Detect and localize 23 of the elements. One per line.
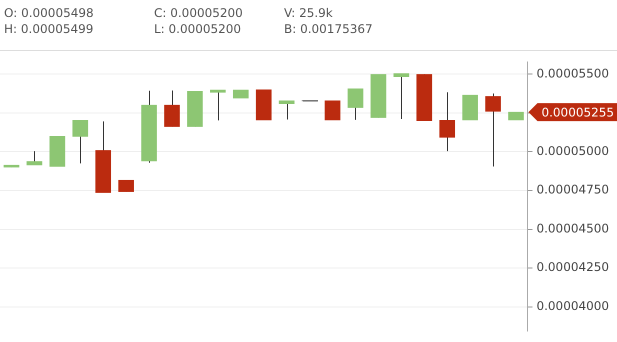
candlestick [394, 73, 410, 120]
candlestick [118, 180, 134, 192]
candlestick [324, 100, 340, 120]
candlestick [72, 120, 88, 164]
candlestick [164, 90, 180, 128]
text: B: 0.00175367 [284, 22, 373, 36]
y-tick-label: 0.00005000 [536, 144, 610, 158]
y-tick-label: 0.00004750 [536, 182, 610, 197]
candlestick [439, 92, 456, 152]
text: L: 0.00005200 [154, 22, 242, 36]
y-tick-label: 0.00005500 [536, 66, 610, 80]
text: H: 0.00005499 [4, 22, 94, 36]
text: 0.00005255 [541, 105, 614, 120]
candlestick [26, 150, 42, 166]
candlestick [278, 100, 294, 120]
text: C: 0.00005200 [154, 6, 243, 20]
text: V: 25.9k [284, 6, 333, 20]
candlestick [485, 93, 501, 167]
y-tick-label: 0.00004500 [536, 221, 610, 236]
candlestick [348, 88, 364, 120]
y-tick-label: 0.00004000 [536, 299, 610, 314]
y-tick-label: 0.00004250 [536, 260, 610, 274]
text: O: 0.00005498 [4, 6, 94, 20]
